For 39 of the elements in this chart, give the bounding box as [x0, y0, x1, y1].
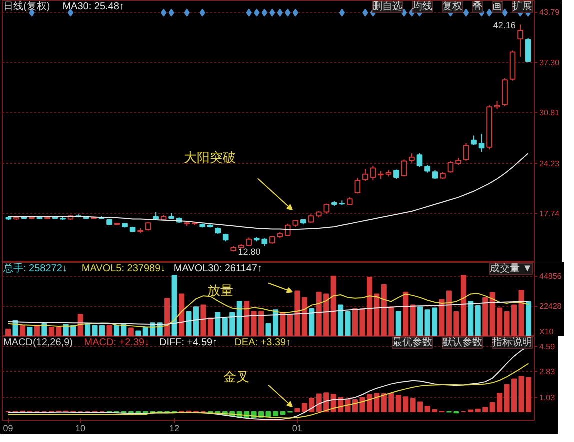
y-tick-label: 43.79 — [540, 8, 560, 18]
y-tick-label: 30.81 — [540, 108, 560, 118]
x-tick-label: 10 — [76, 424, 86, 434]
annotation: 42.16 — [493, 20, 516, 30]
y-tick-label: 4.59 — [540, 342, 556, 352]
annotation: 最优参数 — [392, 336, 432, 348]
text: DEA: +3.39↑ — [234, 338, 292, 348]
y-tick-label: 17.74 — [540, 210, 560, 218]
y-tick-label: X10 — [540, 328, 554, 336]
annotation: 复权 — [442, 0, 462, 12]
y-tick-label: 22428 — [540, 302, 562, 311]
annotation: 大阳突破 — [184, 150, 236, 166]
annotation: 删自选 — [372, 0, 402, 12]
y-tick-label: 37.30 — [540, 58, 560, 68]
y-tick-label: 44856 — [540, 272, 562, 281]
y-tick-label: 2.83 — [540, 368, 556, 377]
y-tick-label: 1.03 — [540, 393, 556, 402]
text: MAVOL30: 261147↑ — [174, 264, 262, 274]
y-tick-label: 24.23 — [540, 159, 560, 168]
text: MACD: +2.39↓ — [84, 338, 150, 348]
text: MAVOL5: 237989↓ — [82, 264, 166, 274]
x-tick-label: 12 — [170, 424, 180, 434]
chart-title: MACD(12,26,9) — [4, 338, 73, 348]
text: MA30: 25.48↑ — [62, 2, 124, 12]
x-tick-label: 01 — [292, 424, 302, 434]
annotation: 默认参数 — [442, 336, 482, 348]
x-tick-label: 09 — [3, 424, 14, 434]
text: 总手: 258272↓ — [2, 262, 68, 274]
annotation: 12.80 — [238, 247, 261, 258]
annotation: 扩展 — [512, 0, 532, 12]
annotation: 成交量 ▼ — [490, 262, 533, 274]
annotation: 金叉 — [224, 369, 250, 384]
annotation: 画 — [492, 2, 502, 12]
annotation: 叠 — [472, 2, 482, 12]
text: DIFF: +4.59↑ — [160, 338, 218, 348]
annotation: 均线 — [412, 0, 432, 12]
annotation: 指标说明 — [492, 336, 532, 348]
annotation: 放量 — [208, 283, 234, 298]
chart-title: 日线(复权) — [4, 0, 50, 12]
